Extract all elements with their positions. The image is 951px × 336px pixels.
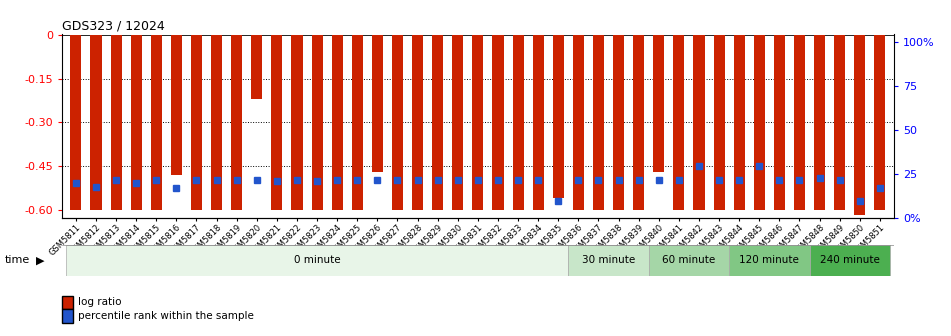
Bar <box>432 35 443 210</box>
Text: 240 minute: 240 minute <box>820 255 880 265</box>
Text: 0 minute: 0 minute <box>294 255 340 265</box>
Text: 60 minute: 60 minute <box>662 255 715 265</box>
Bar <box>130 35 142 210</box>
Bar <box>191 35 202 210</box>
Bar <box>231 35 243 210</box>
Bar <box>291 35 302 210</box>
Bar <box>392 35 403 210</box>
Bar <box>834 35 845 210</box>
Bar <box>312 35 322 210</box>
Text: ▶: ▶ <box>36 255 45 265</box>
Bar <box>613 35 624 210</box>
Bar <box>211 35 223 210</box>
Bar <box>66 245 569 276</box>
Bar <box>693 35 705 210</box>
Text: GDS323 / 12024: GDS323 / 12024 <box>62 19 165 33</box>
Bar <box>110 35 122 210</box>
Bar <box>854 35 865 215</box>
Bar <box>649 245 729 276</box>
Bar <box>493 35 503 210</box>
Bar <box>151 35 162 210</box>
Bar <box>412 35 423 210</box>
Text: time: time <box>5 255 30 265</box>
Bar <box>794 35 805 210</box>
Bar <box>592 35 604 210</box>
Bar <box>553 35 564 198</box>
Text: 30 minute: 30 minute <box>582 255 635 265</box>
Bar <box>70 35 82 210</box>
Bar <box>372 35 383 172</box>
Text: percentile rank within the sample: percentile rank within the sample <box>78 311 254 321</box>
Bar <box>332 35 342 210</box>
Bar <box>271 35 282 210</box>
Bar <box>352 35 363 210</box>
Bar <box>774 35 785 210</box>
Bar <box>653 35 665 172</box>
Bar <box>473 35 483 210</box>
Bar <box>251 35 262 99</box>
Bar <box>713 35 725 210</box>
Bar <box>733 35 745 210</box>
Bar <box>633 35 644 210</box>
Bar <box>874 35 885 210</box>
Bar <box>814 35 825 210</box>
Bar <box>533 35 544 210</box>
Text: 120 minute: 120 minute <box>739 255 799 265</box>
Bar <box>809 245 890 276</box>
Text: log ratio: log ratio <box>78 297 122 307</box>
Bar <box>513 35 524 210</box>
Bar <box>171 35 182 175</box>
Bar <box>673 35 685 210</box>
Bar <box>754 35 765 210</box>
Bar <box>729 245 809 276</box>
Bar <box>453 35 463 210</box>
Bar <box>569 245 649 276</box>
Bar <box>573 35 584 210</box>
Bar <box>90 35 102 210</box>
